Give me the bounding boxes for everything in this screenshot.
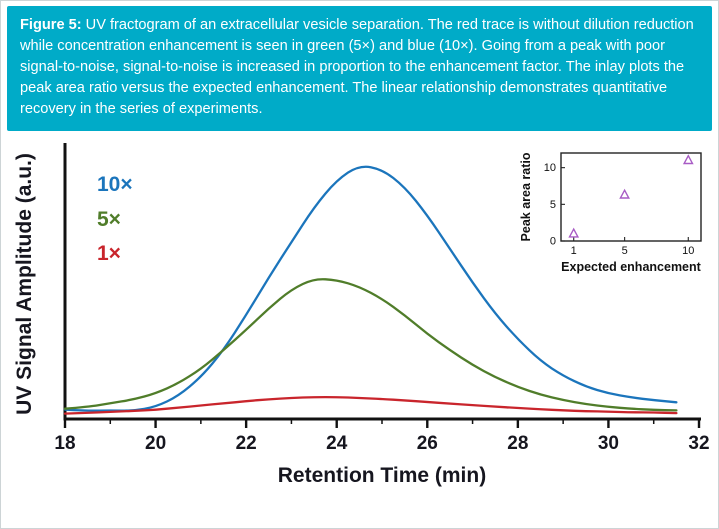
figure-label: Figure 5: (20, 17, 82, 33)
x-tick-label: 18 (54, 433, 75, 454)
x-tick-label: 22 (236, 433, 257, 454)
legend-item-1x: 1× (97, 242, 121, 265)
inset-x-axis-title: Expected enhancement (561, 260, 701, 274)
inset-y-tick-label: 0 (550, 236, 556, 248)
trace-1× (63, 395, 678, 415)
x-tick-label: 24 (326, 433, 348, 454)
data-point-triangle (568, 227, 580, 238)
trace-10× (63, 165, 678, 412)
figure-caption: Figure 5: UV fractogram of an extracellu… (7, 6, 712, 131)
x-tick-label: 30 (598, 433, 619, 454)
main-series (63, 165, 678, 415)
x-tick-label: 26 (417, 433, 438, 454)
legend: 10× 5× 1× (97, 173, 133, 265)
x-tick-label: 28 (507, 433, 528, 454)
inset-axes: 1 5 10 0 5 10 (544, 152, 702, 257)
inset-frame (560, 152, 702, 242)
main-axes: 18 20 22 24 26 28 30 32 (54, 143, 710, 454)
uv-fractogram-plot: 18 20 22 24 26 28 30 32 10× 5× 1× Retention Tim… (13, 143, 710, 487)
x-tick-label: 20 (145, 433, 166, 454)
inset-y-tick-label: 10 (544, 162, 556, 174)
inset-peak-area-plot: 1 5 10 0 5 10 Peak area ratio Expected enhanc… (519, 152, 702, 274)
inset-y-tick-label: 5 (550, 199, 556, 211)
data-point-triangle (682, 154, 694, 165)
inset-x-tick-label: 10 (682, 245, 694, 257)
inset-points (568, 154, 694, 238)
inset-x-tick-label: 1 (571, 245, 577, 257)
y-axis-title: UV Signal Amplitude (a.u.) (13, 153, 36, 415)
chart-area: 18 20 22 24 26 28 30 32 10× 5× 1× Retention Tim… (7, 135, 712, 507)
legend-item-10x: 10× (97, 173, 133, 196)
x-tick-label: 32 (688, 433, 709, 454)
legend-item-5x: 5× (97, 208, 121, 231)
trace-5× (63, 278, 678, 412)
data-point-triangle (619, 188, 630, 199)
x-axis-title: Retention Time (min) (278, 464, 486, 487)
inset-x-tick-label: 5 (622, 245, 628, 257)
inset-y-axis-title: Peak area ratio (519, 152, 533, 241)
caption-text: UV fractogram of an extracellular vesicl… (20, 17, 694, 117)
